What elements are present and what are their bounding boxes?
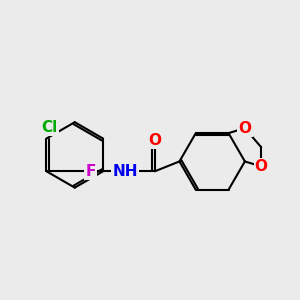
Text: O: O — [148, 133, 161, 148]
Text: Cl: Cl — [42, 120, 58, 135]
Text: O: O — [255, 159, 268, 174]
Text: F: F — [85, 164, 96, 179]
Text: NH: NH — [113, 164, 138, 179]
Text: O: O — [238, 121, 251, 136]
